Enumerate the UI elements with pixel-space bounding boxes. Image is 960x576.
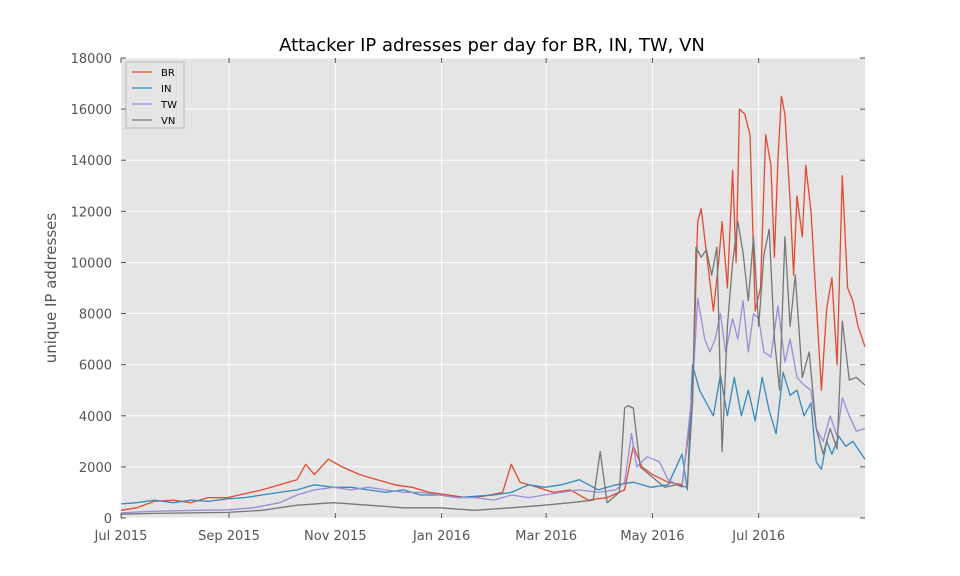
- y-axis-tick-labels: 0 2000 4000 6000 8000 10000 12000 14000 16000 180…: [71, 52, 112, 527]
- legend-label-br: BR: [161, 68, 175, 79]
- y-tick-label: 14000: [71, 154, 112, 169]
- axis-ticks: [120, 57, 865, 519]
- x-tick-label: Jul 2016: [731, 529, 785, 544]
- legend-label-vn: VN: [161, 116, 175, 127]
- y-tick-label: 12000: [71, 205, 112, 220]
- legend: BR IN TW VN: [125, 61, 185, 129]
- x-tick-label: Mar 2016: [515, 529, 577, 544]
- series-lines: [120, 95, 866, 515]
- plot-background: [121, 58, 865, 518]
- y-axis-label: unique IP addresses: [42, 213, 60, 364]
- y-tick-label: 10000: [71, 256, 112, 271]
- y-tick-label: 2000: [79, 461, 112, 476]
- y-tick-label: 4000: [79, 410, 112, 425]
- y-tick-label: 0: [104, 512, 112, 527]
- grid-lines: [120, 57, 865, 519]
- x-tick-label: May 2016: [620, 529, 684, 544]
- y-tick-label: 8000: [79, 308, 112, 323]
- chart-title: Attacker IP adresses per day for BR, IN,…: [279, 35, 705, 56]
- x-tick-label: Sep 2015: [198, 529, 260, 544]
- series-line-in: [120, 364, 866, 505]
- legend-box: [125, 61, 185, 129]
- x-tick-label: Jan 2016: [412, 529, 470, 544]
- y-tick-label: 6000: [79, 359, 112, 374]
- y-tick-label: 16000: [71, 103, 112, 118]
- x-tick-label: Nov 2015: [304, 529, 367, 544]
- series-line-tw: [120, 297, 866, 514]
- y-tick-label: 18000: [71, 52, 112, 67]
- series-line-vn: [120, 220, 866, 515]
- x-axis-tick-labels: Jul 2015 Sep 2015 Nov 2015 Jan 2016 Mar 2016…: [94, 529, 786, 544]
- x-tick-label: Jul 2015: [94, 529, 148, 544]
- legend-label-in: IN: [161, 84, 171, 95]
- legend-label-tw: TW: [160, 100, 177, 111]
